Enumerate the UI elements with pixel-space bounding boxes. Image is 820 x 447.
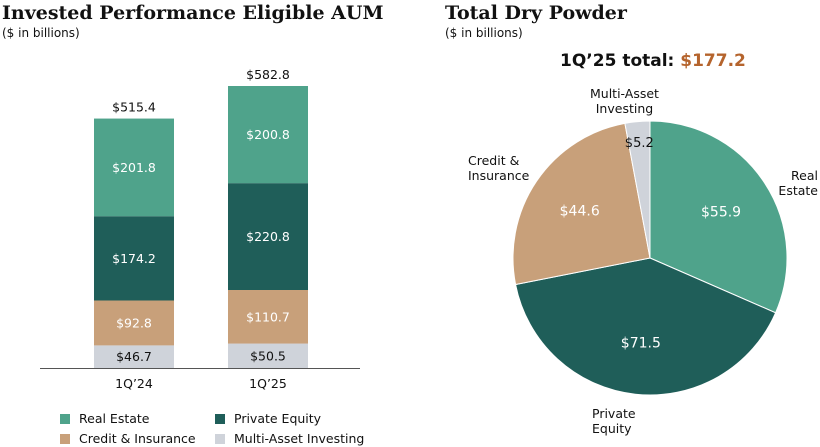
pie-label-real-estate-line2: Estate <box>778 183 818 198</box>
legend-label-credit-insurance: Credit & Insurance <box>79 431 196 446</box>
pie-label-private-equity: Private Equity <box>592 406 636 436</box>
bar-segment-credit_insurance <box>228 290 308 344</box>
x-tick-label: 1Q’25 <box>249 376 287 391</box>
bar-segment-real_estate <box>94 118 174 217</box>
pie-chart-title: Total Dry Powder <box>445 2 627 24</box>
x-tick-label: 1Q’24 <box>115 376 153 391</box>
legend-swatch-private-equity <box>215 413 225 424</box>
pie-value-real_estate: $55.9 <box>701 204 741 220</box>
bar-segment-real_estate <box>228 86 308 184</box>
bar-segment-private_equity <box>228 183 308 290</box>
legend-item-private-equity: Private Equity <box>215 411 321 426</box>
bar-label-credit_insurance: $92.8 <box>116 315 152 330</box>
pie-label-credit-line1: Credit & <box>468 153 520 168</box>
legend-swatch-real-estate <box>60 413 70 424</box>
legend-item-real-estate: Real Estate <box>60 411 149 426</box>
bar-label-multi_asset: $46.7 <box>116 349 152 364</box>
bar-segment-multi_asset <box>228 343 308 368</box>
pie-value-private_equity: $71.5 <box>621 335 661 351</box>
bar-total-label: $582.8 <box>246 67 290 82</box>
pie-label-multi-asset: Multi-Asset Investing <box>590 86 659 116</box>
bar-segment-credit_insurance <box>94 300 174 346</box>
legend-label-real-estate: Real Estate <box>79 411 150 426</box>
bar-label-multi_asset: $50.5 <box>250 348 286 363</box>
pie-slice-credit_insurance <box>512 122 651 286</box>
bar-chart-title: Invested Performance Eligible AUM <box>2 2 384 24</box>
pie-value-credit_insurance: $44.6 <box>560 203 600 219</box>
pie-slice-real_estate <box>649 120 788 314</box>
pie-total-caption: 1Q’25 total: <box>560 51 675 71</box>
legend-label-multi-asset: Multi-Asset Investing <box>234 431 365 446</box>
bar-label-credit_insurance: $110.7 <box>246 309 290 324</box>
legend-item-credit-insurance: Credit & Insurance <box>60 431 196 446</box>
pie-label-credit-line2: Insurance <box>468 168 530 183</box>
bar-label-private_equity: $174.2 <box>112 251 156 266</box>
pie-total-label: 1Q’25 total: $177.2 <box>560 51 746 71</box>
pie-slice-private_equity <box>515 257 777 396</box>
pie-label-pe-line1: Private <box>592 406 636 421</box>
bar-chart-subtitle: ($ in billions) <box>2 26 80 40</box>
pie-label-multi-asset-line2: Investing <box>595 101 654 116</box>
pie-label-real-estate: Real Estate <box>778 168 818 198</box>
pie-label-multi-asset-line1: Multi-Asset <box>590 86 659 101</box>
pie-value-multi_asset: $5.2 <box>625 136 654 151</box>
bar-label-real_estate: $200.8 <box>246 127 290 142</box>
legend-label-private-equity: Private Equity <box>234 411 322 426</box>
bar-label-private_equity: $220.8 <box>246 229 290 244</box>
pie-label-pe-line2: Equity <box>592 421 632 436</box>
pie-chart-subtitle: ($ in billions) <box>445 26 523 40</box>
pie-label-real-estate-line1: Real <box>791 168 818 183</box>
legend-swatch-multi-asset <box>215 433 225 444</box>
pie-total-value: $177.2 <box>680 51 746 71</box>
pie-slice-multi_asset <box>624 120 651 259</box>
bar-segment-private_equity <box>94 216 174 301</box>
legend-swatch-credit-insurance <box>60 433 70 444</box>
pie-label-credit-insurance: Credit & Insurance <box>468 153 529 183</box>
bar-label-real_estate: $201.8 <box>112 160 156 175</box>
legend-item-multi-asset: Multi-Asset Investing <box>215 431 364 446</box>
bar-segment-multi_asset <box>94 345 174 368</box>
bar-total-label: $515.4 <box>112 100 156 115</box>
